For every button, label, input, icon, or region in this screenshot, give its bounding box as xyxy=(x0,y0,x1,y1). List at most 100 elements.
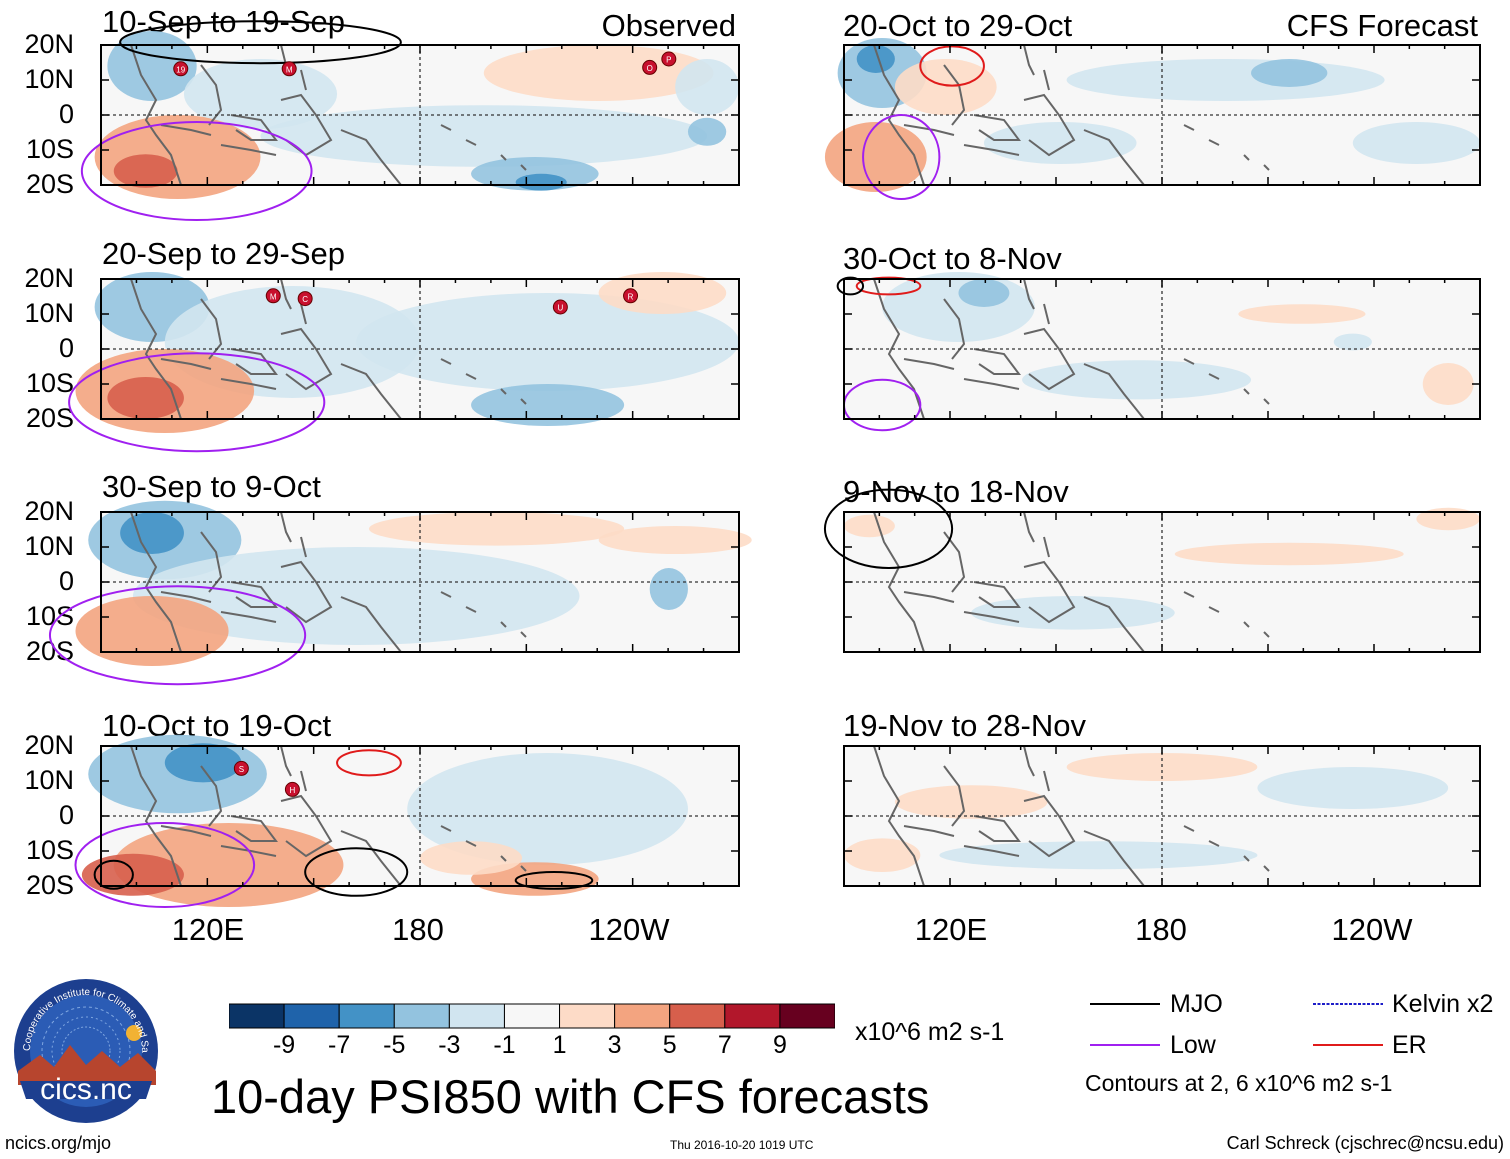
panel-title-8: 19-Nov to 28-Nov xyxy=(843,708,1086,743)
axis-ticks xyxy=(100,745,740,887)
panel-title-7: 9-Nov to 18-Nov xyxy=(843,474,1069,509)
anomaly-shade xyxy=(113,154,178,188)
storm-marker-icon: U xyxy=(552,299,568,315)
colorbar-level-label: 7 xyxy=(717,1031,732,1059)
colorbar-level-label: -3 xyxy=(438,1031,461,1059)
axis-ticks xyxy=(843,278,1481,420)
colorbar xyxy=(229,1003,835,1029)
footer-author: Carl Schreck (cjschrec@ncsu.edu) xyxy=(1226,1133,1504,1153)
anomaly-shade xyxy=(164,743,242,783)
contour-line xyxy=(336,749,402,777)
anomaly-shade xyxy=(183,59,338,129)
y-tick-label: 20S xyxy=(25,636,74,666)
anomaly-shade xyxy=(939,841,1258,870)
anomaly-shade xyxy=(971,596,1175,630)
contour-line xyxy=(119,20,402,65)
anomaly-shade xyxy=(1257,767,1449,809)
colorbar-swatch xyxy=(448,1003,505,1029)
y-tick-label: 10N xyxy=(24,298,74,328)
logo-text: cics.nc xyxy=(40,1073,132,1106)
axis-ticks xyxy=(843,44,1481,186)
y-tick-label: 10S xyxy=(25,368,74,398)
legend-lines xyxy=(1090,1003,1383,1046)
storm-marker-icon: C xyxy=(297,291,313,307)
contour-note: Contours at 2, 6 x10^6 m2 s-1 xyxy=(1085,1070,1393,1096)
colorbar-swatch xyxy=(559,1003,616,1029)
map-panel-observed-3 xyxy=(48,500,752,686)
map-panel-forecast-4 xyxy=(843,745,1481,887)
svg-text:19: 19 xyxy=(176,65,185,74)
svg-text:R: R xyxy=(628,292,634,301)
anomaly-shade xyxy=(1022,360,1252,400)
footer-timestamp: Thu 2016-10-20 1019 UTC xyxy=(670,1138,814,1152)
storm-marker-icon: S xyxy=(233,760,249,776)
axis-ticks xyxy=(843,745,1481,887)
anomaly-shade xyxy=(1416,507,1480,531)
anomaly-shade xyxy=(856,45,895,73)
anomaly-shade xyxy=(368,512,625,546)
storm-marker-icon: P xyxy=(661,51,677,67)
anomaly-shade xyxy=(1238,304,1366,324)
contour-line xyxy=(862,114,941,200)
legend-er: ER xyxy=(1392,1031,1427,1059)
storm-marker-icon: O xyxy=(642,59,658,75)
x-tick-180-left: 180 xyxy=(392,912,444,947)
colorbar-units: x10^6 m2 s-1 xyxy=(855,1018,1005,1046)
storm-marker-icon: H xyxy=(284,781,300,797)
gridlines xyxy=(101,45,739,185)
colorbar-level-label: 5 xyxy=(662,1031,677,1059)
panel-title-4: 10-Oct to 19-Oct xyxy=(102,708,332,743)
y-tick-label: 20S xyxy=(25,169,74,199)
colorbar-swatch xyxy=(779,1003,835,1029)
axis-ticks xyxy=(100,278,740,420)
y-tick-label: 20N xyxy=(24,496,74,526)
colorbar-level-label: -1 xyxy=(493,1031,516,1059)
coastlines xyxy=(873,745,1270,887)
contour-line xyxy=(93,859,134,890)
gridlines xyxy=(101,279,739,419)
colorbar-swatch xyxy=(669,1003,726,1029)
anomaly-shade xyxy=(894,59,997,115)
svg-text:S: S xyxy=(239,765,244,774)
map-panel-observed-4: SH xyxy=(74,734,740,908)
anomaly-shade xyxy=(107,31,197,101)
y-tick-label: 0 xyxy=(58,99,74,129)
y-tick-label: 10N xyxy=(24,531,74,561)
y-tick-label: 0 xyxy=(58,566,74,596)
contour-line xyxy=(68,352,326,453)
anomaly-shade xyxy=(844,838,921,872)
anomaly-shade xyxy=(687,117,727,146)
legend-mjo: MJO xyxy=(1170,990,1223,1018)
map-panel-forecast-1 xyxy=(824,38,1481,200)
y-tick-label: 20N xyxy=(24,29,74,59)
y-tick-label: 20S xyxy=(25,870,74,900)
storm-marker-icon: M xyxy=(265,288,281,304)
svg-text:C: C xyxy=(302,295,308,304)
anomaly-shade xyxy=(483,45,714,101)
gridlines xyxy=(101,746,739,886)
anomaly-shade xyxy=(1251,59,1328,87)
footer-url[interactable]: ncics.org/mjo xyxy=(5,1133,112,1153)
x-tick-180-right: 180 xyxy=(1135,912,1187,947)
colorbar-swatch xyxy=(724,1003,781,1029)
y-tick-label: 10S xyxy=(25,835,74,865)
contour-line xyxy=(514,870,594,890)
contour-line xyxy=(919,45,985,87)
panel-title-6: 30-Oct to 8-Nov xyxy=(843,241,1062,276)
colorbar-level-label: 1 xyxy=(552,1031,567,1059)
x-tick-120e-right: 120E xyxy=(914,912,988,947)
axis-ticks xyxy=(843,511,1481,653)
y-tick-label: 10N xyxy=(24,64,74,94)
y-tick-label: 0 xyxy=(58,800,74,830)
colorbar-level-label: -9 xyxy=(272,1031,296,1059)
anomaly-shade xyxy=(75,596,229,666)
anomaly-shade xyxy=(356,293,739,391)
y-tick-label: 0 xyxy=(58,333,74,363)
colorbar-level-label: 9 xyxy=(772,1031,787,1059)
coastlines xyxy=(873,44,1270,186)
y-tick-label: 20N xyxy=(24,730,74,760)
svg-text:U: U xyxy=(557,304,563,313)
x-tick-120w-right: 120W xyxy=(1331,912,1413,947)
gridlines xyxy=(844,45,1480,185)
anomaly-shade xyxy=(958,279,1010,307)
